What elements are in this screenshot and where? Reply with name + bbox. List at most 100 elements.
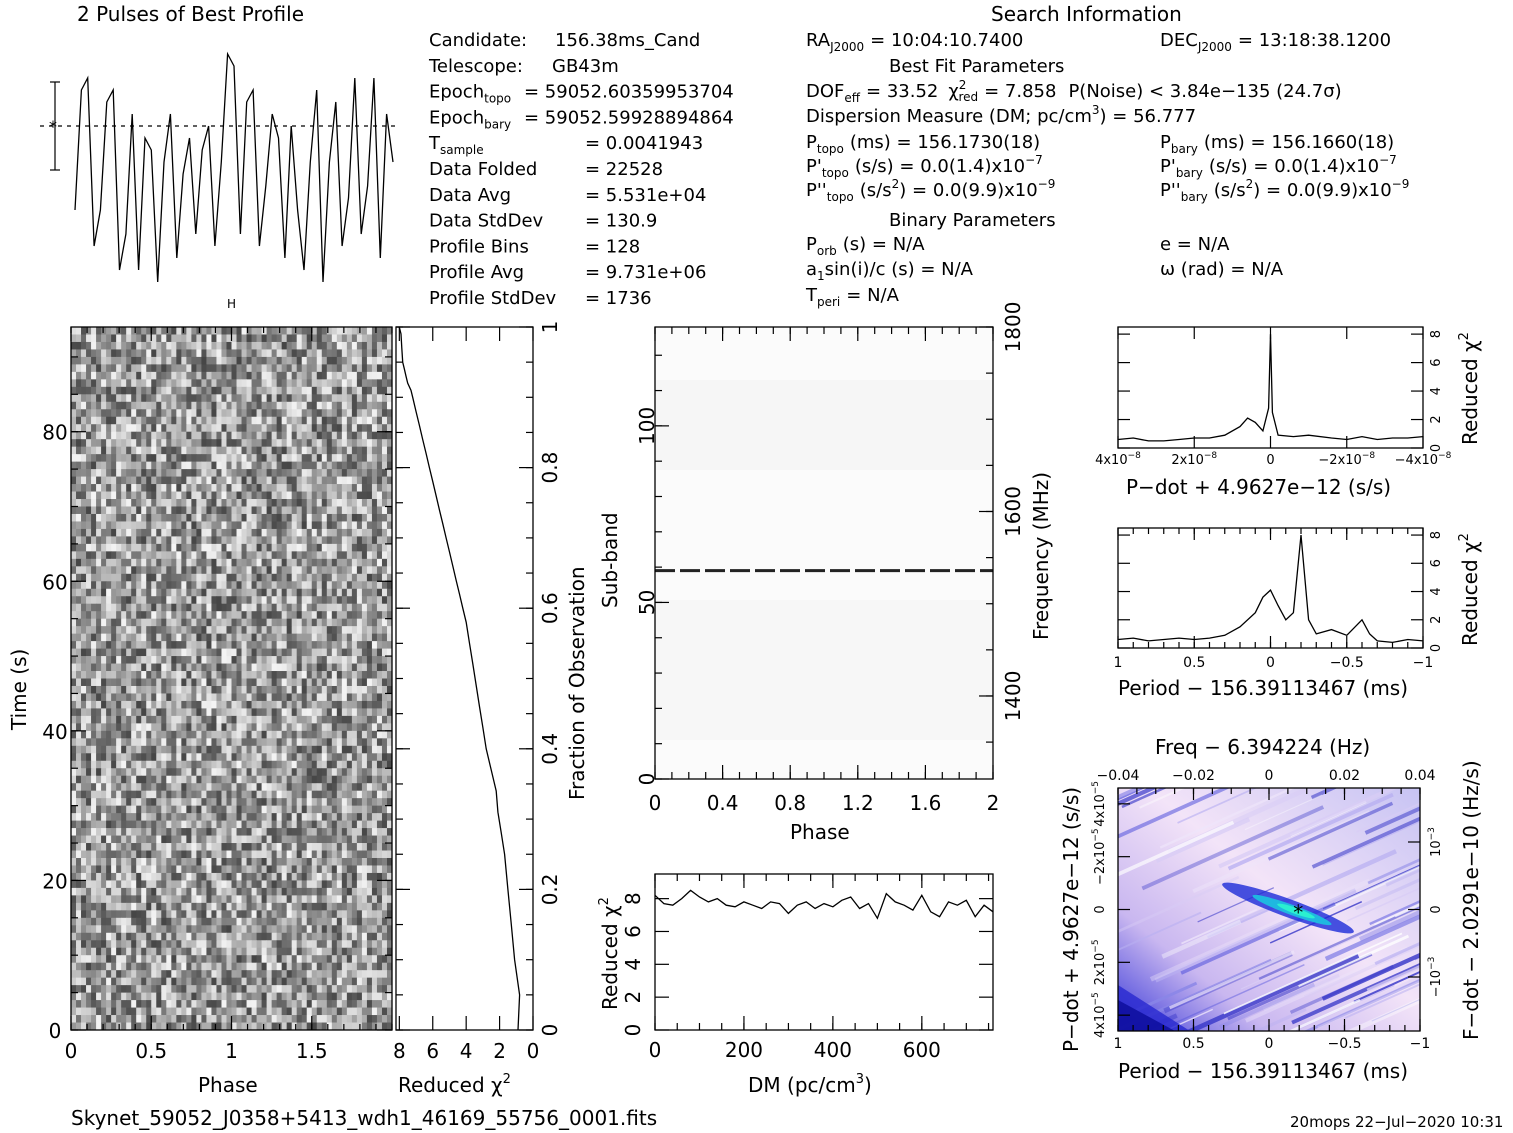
tp-cell	[201, 499, 207, 507]
tp-cell	[176, 551, 182, 560]
tp-cell	[136, 775, 142, 784]
tp-cell	[201, 506, 207, 515]
tp-cell	[131, 371, 137, 380]
tp-cell	[96, 663, 102, 672]
tp-cell	[216, 424, 222, 433]
tp-cell	[276, 506, 283, 515]
tp-cell	[181, 401, 187, 410]
tp-cell	[261, 708, 268, 717]
tp-cell	[171, 715, 177, 724]
tp-cell	[251, 327, 257, 335]
tp-cell	[166, 454, 172, 463]
tp-cell	[76, 813, 82, 821]
tp-cell	[136, 431, 142, 440]
tp-cell	[241, 521, 247, 530]
tp-cell	[161, 603, 167, 612]
tp-cell	[186, 588, 192, 597]
tp-cell	[266, 678, 273, 687]
tp-cell	[86, 828, 92, 836]
tp-cell	[301, 895, 308, 904]
tp-cell	[346, 431, 353, 440]
tp-cell	[121, 895, 127, 904]
tp-cell	[156, 820, 162, 829]
tp-cell	[231, 543, 237, 552]
tp-cell	[141, 835, 147, 844]
tp-cell	[96, 843, 102, 851]
tp-cell	[341, 364, 348, 373]
tp-cell	[171, 857, 177, 866]
tp-cell	[221, 775, 227, 784]
tp-cell	[236, 371, 242, 380]
tp-cell	[166, 581, 172, 590]
tp-cell	[361, 671, 368, 679]
tp-cell	[311, 656, 318, 664]
tp-cell	[236, 424, 242, 433]
tp-cell	[161, 641, 167, 649]
tp-cell	[346, 401, 353, 410]
tp-cell	[171, 379, 177, 388]
tp-cell	[296, 521, 303, 530]
tp-cell	[226, 648, 232, 657]
tp-cell	[171, 798, 177, 807]
tp-cell	[346, 446, 353, 455]
tp-cell	[231, 349, 237, 358]
tp-cell	[76, 536, 82, 545]
tp-cell	[336, 723, 343, 732]
tp-cell	[176, 626, 182, 635]
tp-cell	[301, 798, 308, 807]
tp-cell	[361, 880, 368, 889]
tp-cell	[366, 648, 373, 657]
tp-cell	[116, 394, 122, 403]
tp-cell	[346, 409, 353, 418]
tp-cell	[236, 394, 242, 403]
tp-cell	[156, 760, 162, 769]
tp-cell	[336, 386, 343, 395]
tp-cell	[326, 491, 333, 500]
tp-cell	[81, 760, 87, 769]
tp-cell	[181, 611, 187, 620]
tp-cell	[376, 857, 383, 866]
tp-cell	[296, 349, 303, 358]
tp-cell	[121, 506, 127, 515]
tp-cell	[126, 857, 132, 866]
tp-cell	[271, 753, 278, 762]
tp-cell	[301, 663, 308, 672]
tp-cell	[156, 700, 162, 709]
tp-cell	[271, 663, 278, 672]
tp-cell	[386, 446, 392, 455]
tp-cell	[131, 626, 137, 635]
tp-cell	[316, 379, 323, 388]
tp-cell	[191, 685, 197, 694]
tp-cell	[146, 394, 152, 403]
tp-cell	[306, 671, 313, 679]
tp-cell	[366, 386, 373, 395]
tp-cell	[211, 865, 217, 874]
tp-cell	[311, 386, 318, 395]
tp-cell	[201, 581, 207, 590]
tp-cell	[121, 379, 127, 388]
tp-cell	[271, 581, 278, 590]
tp-cell	[96, 536, 102, 545]
tp-cell	[206, 499, 212, 507]
tp-cell	[321, 454, 328, 463]
tp-cell	[371, 835, 378, 844]
tp-cell	[121, 439, 127, 448]
tp-cell	[266, 887, 273, 896]
tp-cell	[226, 327, 232, 335]
tp-cell	[301, 790, 308, 799]
tp-cell	[346, 603, 353, 612]
tp-cell	[166, 857, 172, 866]
tp-cell	[361, 573, 368, 582]
tp-cell	[106, 596, 112, 605]
tp-cell	[156, 730, 162, 739]
tp-cell	[266, 872, 273, 881]
tp-cell	[116, 446, 122, 455]
tp-cell	[171, 356, 177, 365]
tp-cell	[281, 738, 288, 747]
tp-cell	[386, 790, 392, 799]
tp-cell	[191, 409, 197, 418]
tp-cell	[366, 887, 373, 896]
tp-cell	[101, 603, 107, 612]
tp-cell	[366, 805, 373, 814]
tp-cell	[86, 356, 92, 365]
